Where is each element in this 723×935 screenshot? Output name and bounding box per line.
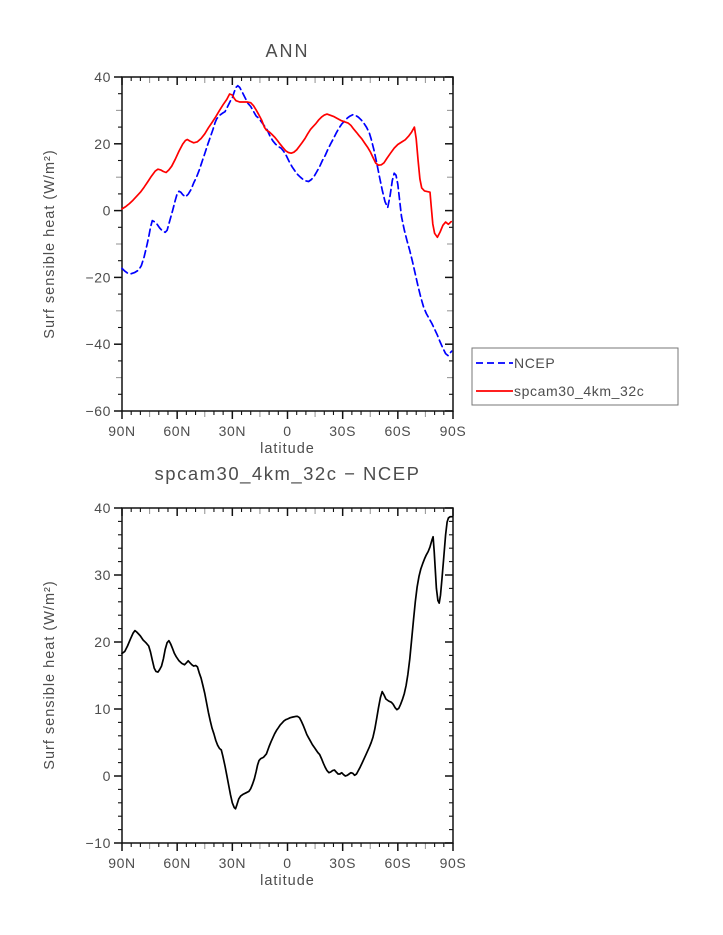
top-chart-title: ANN xyxy=(265,41,310,61)
y-tick-label: 10 xyxy=(94,701,111,717)
x-tick-label: 90S xyxy=(440,855,467,871)
y-tick-label: −20 xyxy=(85,269,111,285)
x-tick-label: 60N xyxy=(163,423,190,439)
bottom-chart-x-axis-label: latitude xyxy=(260,873,315,889)
y-tick-label: 40 xyxy=(94,500,111,516)
y-tick-label: 40 xyxy=(94,69,111,85)
x-tick-label: 30N xyxy=(219,855,246,871)
x-tick-label: 60S xyxy=(384,855,411,871)
series-line-spcam30-4km-32c xyxy=(121,93,453,239)
y-tick-label: 30 xyxy=(94,567,111,583)
x-tick-label: 0 xyxy=(283,855,291,871)
x-tick-label: 30S xyxy=(329,855,356,871)
y-tick-label: 0 xyxy=(103,203,111,219)
legend: NCEP spcam30_4km_32c xyxy=(471,347,679,406)
legend-box xyxy=(471,347,679,406)
x-tick-label: 60N xyxy=(163,855,190,871)
series-line-spcam30-4km-32c-ncep-difference xyxy=(121,515,453,810)
bottom-chart-title: spcam30_4km_32c − NCEP xyxy=(154,463,421,484)
y-tick-label: 0 xyxy=(103,768,111,784)
bottom-chart: 90N 60N 30N 0 30S 60S 90S 40 30 20 10 0 −10 xyxy=(85,500,467,871)
y-tick-label: −10 xyxy=(85,835,111,851)
x-tick-label: 90N xyxy=(108,423,135,439)
y-tick-label: −60 xyxy=(85,403,111,419)
series-line-ncep xyxy=(121,84,453,357)
x-tick-label: 60S xyxy=(384,423,411,439)
bottom-chart-y-axis-label: Surf sensible heat (W/m²) xyxy=(42,580,58,770)
x-tick-label: 0 xyxy=(283,423,291,439)
top-chart-y-axis-label: Surf sensible heat (W/m²) xyxy=(42,149,58,339)
x-tick-label: 90N xyxy=(108,855,135,871)
y-tick-label: 20 xyxy=(94,136,111,152)
top-chart: 90N 60N 30N 0 30S 60S 90S 40 20 0 −20 −40 −60 xyxy=(85,69,467,439)
top-chart-x-axis-label: latitude xyxy=(260,441,315,457)
legend-entry-label: NCEP xyxy=(514,355,555,371)
plot-frame xyxy=(121,76,454,412)
y-tick-label: 20 xyxy=(94,634,111,650)
x-tick-label: 30N xyxy=(219,423,246,439)
plot-frame xyxy=(121,507,454,844)
x-tick-label: 30S xyxy=(329,423,356,439)
legend-entry-label: spcam30_4km_32c xyxy=(514,383,644,399)
y-tick-label: −40 xyxy=(85,336,111,352)
x-tick-label: 90S xyxy=(440,423,467,439)
